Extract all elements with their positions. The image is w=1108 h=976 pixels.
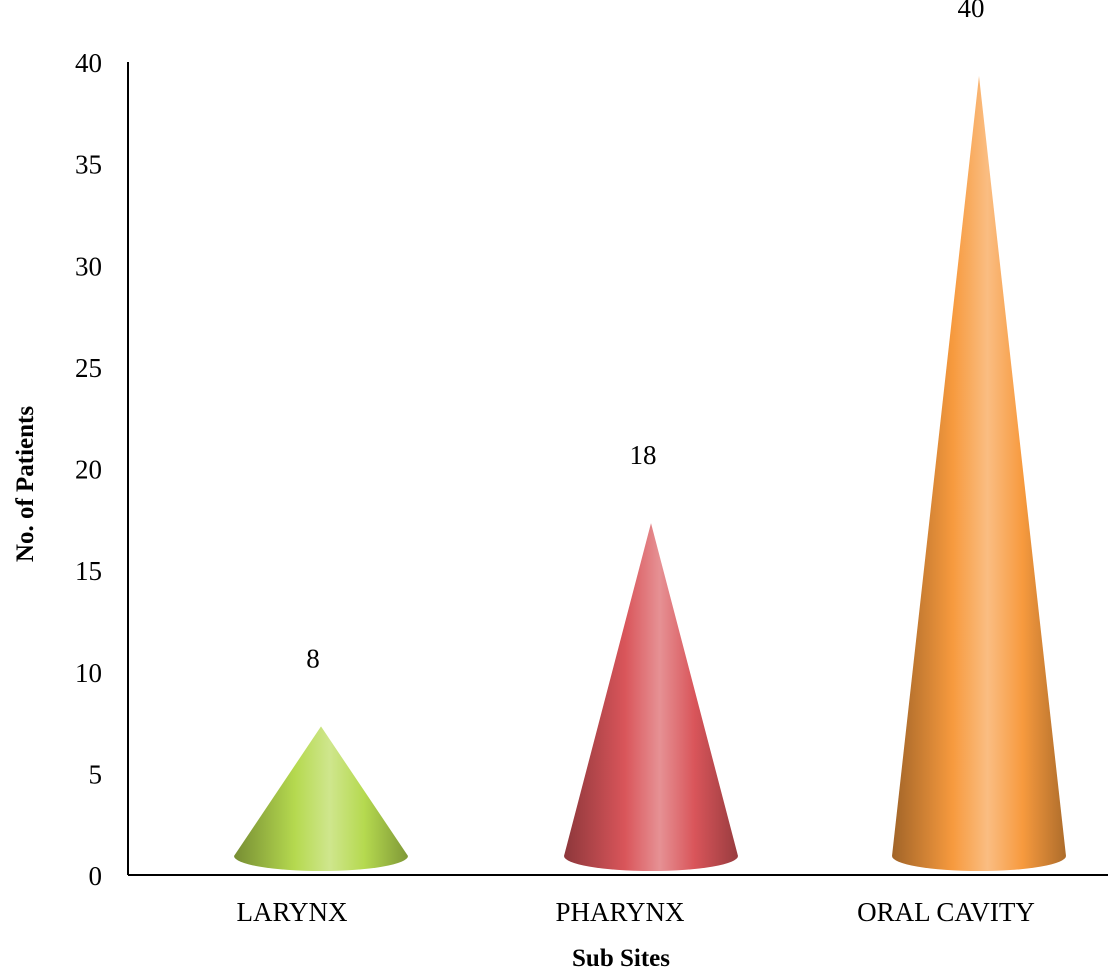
category-label-pharynx: PHARYNX bbox=[555, 897, 685, 927]
cones bbox=[234, 76, 1066, 871]
y-tick-label: 40 bbox=[75, 48, 102, 78]
x-axis-title: Sub Sites bbox=[572, 945, 670, 972]
cone-body-pharynx bbox=[564, 523, 738, 871]
category-labels: LARYNX PHARYNX ORAL CAVITY bbox=[236, 897, 1034, 927]
y-tick-label: 20 bbox=[75, 455, 102, 485]
y-tick-label: 0 bbox=[89, 861, 103, 891]
data-label-larynx: 8 bbox=[306, 643, 320, 673]
data-label-pharynx: 18 bbox=[630, 440, 657, 470]
cone-oral-cavity bbox=[892, 76, 1066, 871]
y-tick-label: 25 bbox=[75, 353, 102, 383]
y-tick-labels: 0 5 10 15 20 25 30 35 40 bbox=[75, 48, 102, 891]
y-tick-label: 15 bbox=[75, 556, 102, 586]
cone-body-oral-cavity bbox=[892, 76, 1066, 871]
category-label-larynx: LARYNX bbox=[236, 897, 348, 927]
y-tick-label: 30 bbox=[75, 251, 102, 281]
cone-pharynx bbox=[564, 523, 738, 871]
cone-body-larynx bbox=[234, 726, 408, 871]
y-tick-label: 35 bbox=[75, 150, 102, 180]
data-label-oral-cavity: 40 bbox=[958, 0, 985, 23]
data-labels: 8 18 40 bbox=[306, 0, 984, 673]
y-tick-label: 5 bbox=[89, 759, 103, 789]
y-axis-title: No. of Patients bbox=[12, 406, 39, 562]
cone-larynx bbox=[234, 726, 408, 871]
y-tick-label: 10 bbox=[75, 658, 102, 688]
category-label-oral-cavity: ORAL CAVITY bbox=[857, 897, 1035, 927]
